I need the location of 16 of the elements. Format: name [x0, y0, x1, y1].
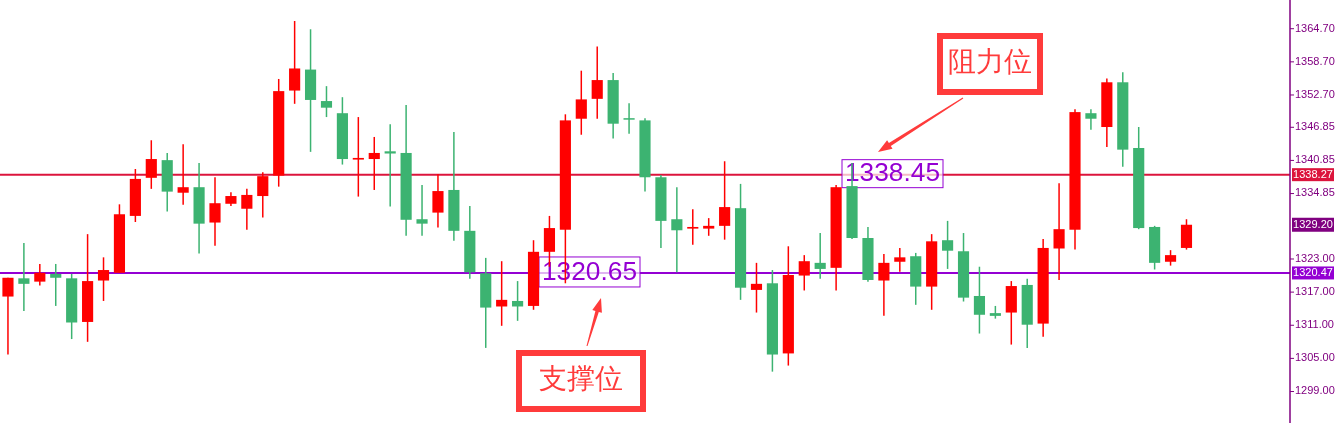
ref-line-label: 1320.47 [1293, 265, 1333, 278]
ref-line-label: 1338.27 [1293, 167, 1333, 180]
y-tick-label: 1358.70 [1295, 54, 1335, 67]
y-tick-label: 1317.00 [1295, 285, 1335, 298]
y-tick-label: 1311.00 [1295, 318, 1334, 331]
y-tick-label: 1352.70 [1295, 87, 1335, 100]
y-tick-label: 1323.00 [1295, 251, 1335, 264]
annotation: 支撑位 [539, 363, 623, 395]
y-tick-label: 1346.85 [1295, 120, 1335, 133]
annotation: 1329.20 [1293, 217, 1333, 230]
annotation: 阻力位 [948, 46, 1032, 78]
y-tick-label: 1334.85 [1295, 186, 1335, 199]
y-tick-label: 1305.00 [1295, 351, 1335, 364]
y-tick-label: 1340.85 [1295, 153, 1335, 166]
y-tick-label: 1299.00 [1295, 384, 1335, 397]
y-tick-label: 1364.70 [1295, 21, 1335, 34]
